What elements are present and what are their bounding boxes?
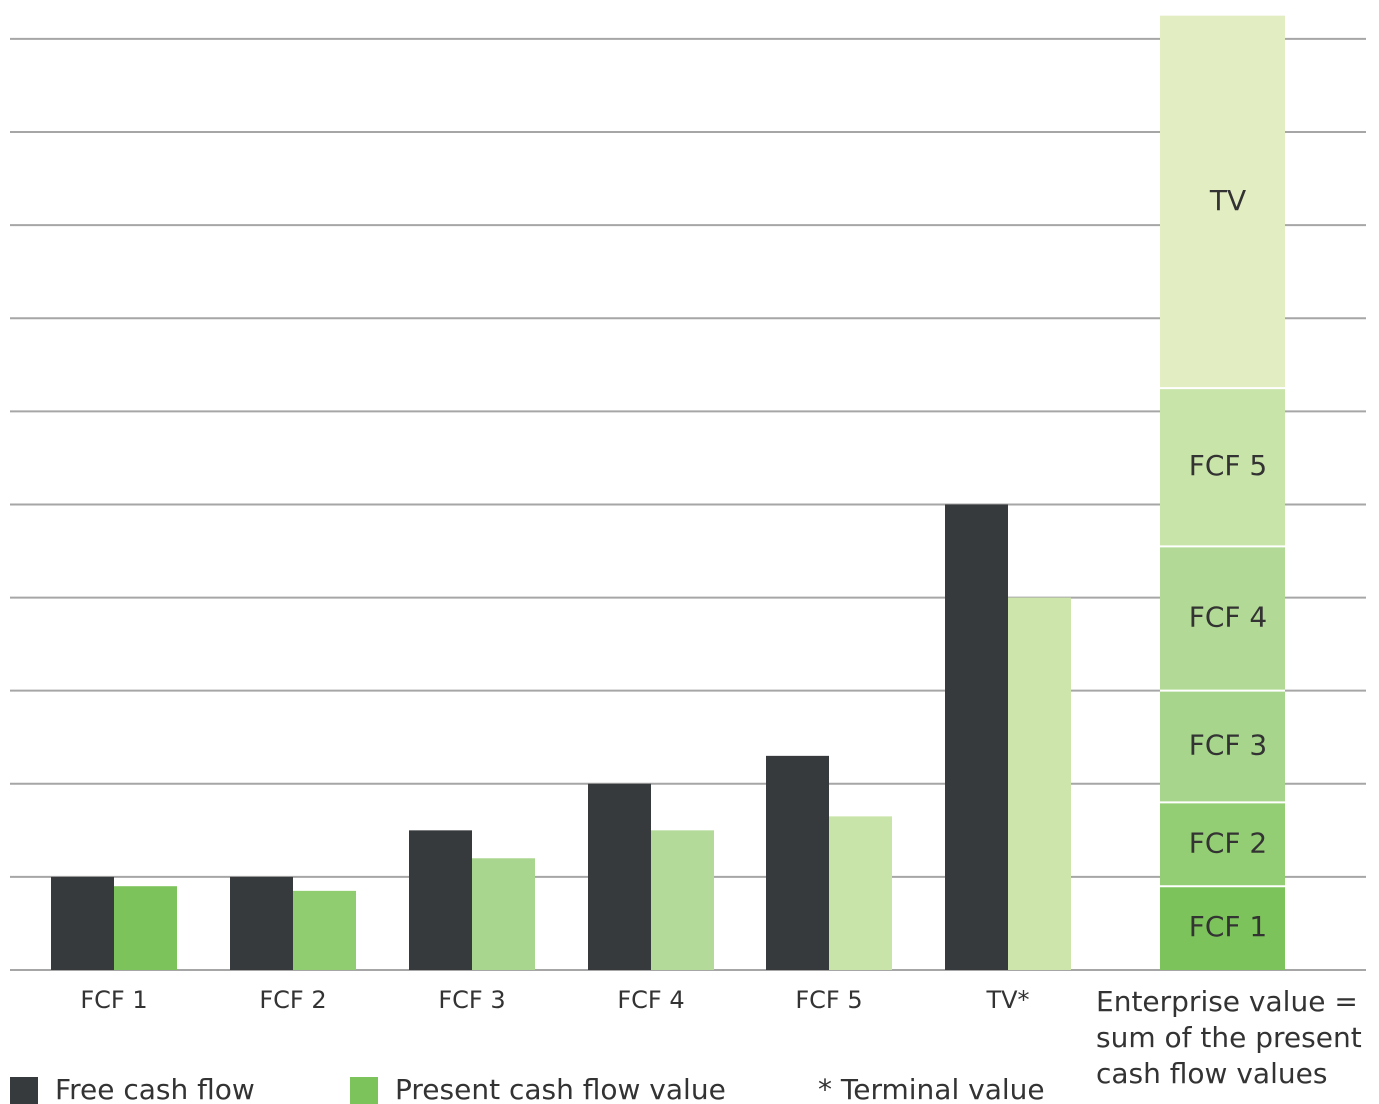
stack-category-label: Enterprise value = sum of the present ca… — [1096, 985, 1362, 1090]
stack-segment — [1160, 886, 1285, 970]
stack-segment — [1160, 546, 1285, 691]
bar — [51, 876, 114, 970]
stack-segment — [1160, 15, 1285, 389]
bar — [651, 830, 714, 970]
stack-segment-label: FCF 4 — [1189, 601, 1267, 634]
bar — [293, 890, 356, 970]
x-tick-label: FCF 3 — [438, 986, 505, 1014]
stack-segment-label: FCF 2 — [1189, 826, 1267, 859]
bar — [829, 816, 892, 970]
bar — [588, 783, 651, 970]
bar — [409, 830, 472, 970]
legend-swatch — [10, 1077, 38, 1104]
x-tick-label: FCF 5 — [795, 986, 862, 1014]
legend-label: Free cash flow — [55, 1073, 255, 1104]
stack-segment — [1160, 690, 1285, 803]
stack-segment-label: FCF 1 — [1189, 910, 1267, 943]
bar — [472, 858, 535, 970]
x-tick-label: FCF 4 — [617, 986, 684, 1014]
bar — [945, 504, 1008, 970]
x-tick-label: TV* — [985, 986, 1029, 1014]
legend-label: Present cash flow value — [395, 1073, 726, 1104]
stack-segment-label: TV — [1209, 184, 1246, 217]
stack-segment-label: FCF 3 — [1189, 729, 1267, 762]
x-tick-label: FCF 2 — [259, 986, 326, 1014]
bar — [230, 876, 293, 970]
legend-swatch — [350, 1077, 378, 1104]
stack-segment — [1160, 388, 1285, 547]
legend-note: * Terminal value — [818, 1073, 1045, 1104]
bar — [766, 755, 829, 970]
x-tick-label: FCF 1 — [80, 986, 147, 1014]
bar — [1008, 597, 1071, 970]
stack-segment — [1160, 802, 1285, 887]
bar — [114, 886, 177, 970]
stack-segment-label: FCF 5 — [1189, 449, 1267, 482]
